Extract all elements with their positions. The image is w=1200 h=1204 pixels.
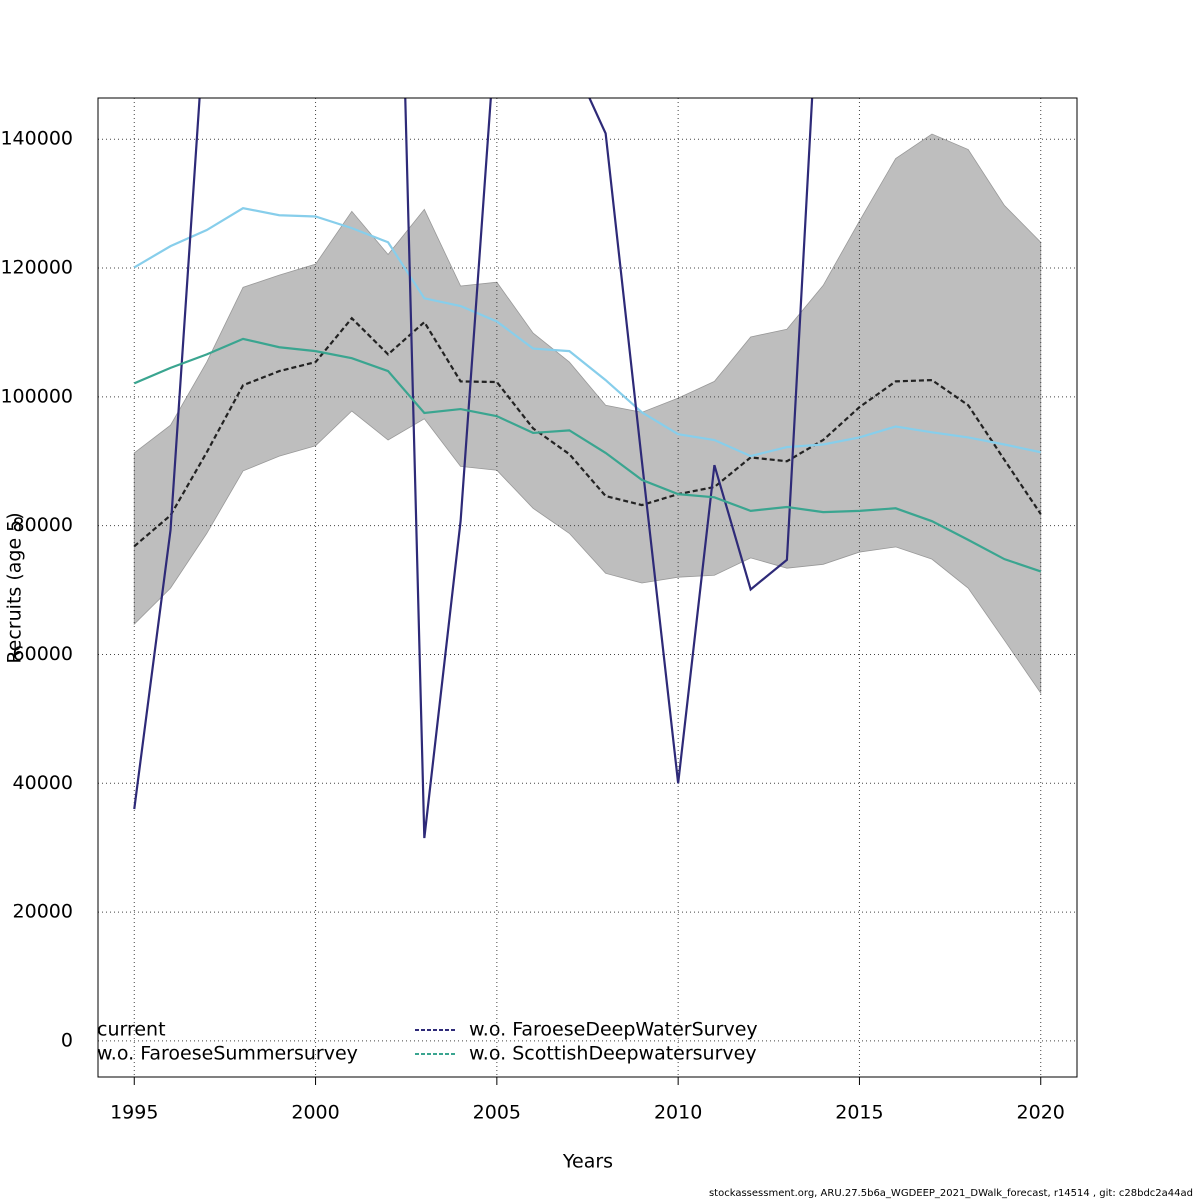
legend-label: w.o. ScottishDeepwatersurvey <box>469 1043 757 1065</box>
plot-frame <box>97 97 1078 1078</box>
y-tick-label: 40000 <box>13 772 73 794</box>
x-axis-label: Years <box>562 1151 613 1173</box>
legend-label: w.o. FaroeseSummersurvey <box>97 1043 358 1065</box>
y-tick-label: 100000 <box>0 385 73 407</box>
y-tick-label: 60000 <box>13 643 73 665</box>
y-tick-label: 0 <box>61 1029 73 1051</box>
confidence-band <box>133 133 1042 695</box>
y-tick-label: 140000 <box>0 128 73 150</box>
y-tick-label: 120000 <box>0 257 73 279</box>
y-tick-label: 20000 <box>13 901 73 923</box>
series-line <box>133 316 1042 548</box>
footer: stockassessment.org, ARU.27.5b6a_WGDEEP_… <box>709 1188 1193 1199</box>
plot-area <box>98 98 1077 1077</box>
legend-label: w.o. FaroeseDeepWaterSurvey <box>469 1019 758 1041</box>
y-axis-label: Recruits (age 5) <box>4 512 26 663</box>
series-line <box>133 337 1042 573</box>
legend-label: current <box>97 1019 166 1041</box>
y-tick-label: 80000 <box>13 514 73 536</box>
x-tick-label: 2010 <box>654 1102 702 1124</box>
x-tick-label: 1995 <box>110 1102 158 1124</box>
series-line <box>133 206 1041 458</box>
x-tick-label: 2015 <box>835 1102 883 1124</box>
x-tick-label: 2020 <box>1017 1102 1065 1124</box>
x-tick-label: 2005 <box>473 1102 521 1124</box>
x-tick-label: 2000 <box>291 1102 339 1124</box>
